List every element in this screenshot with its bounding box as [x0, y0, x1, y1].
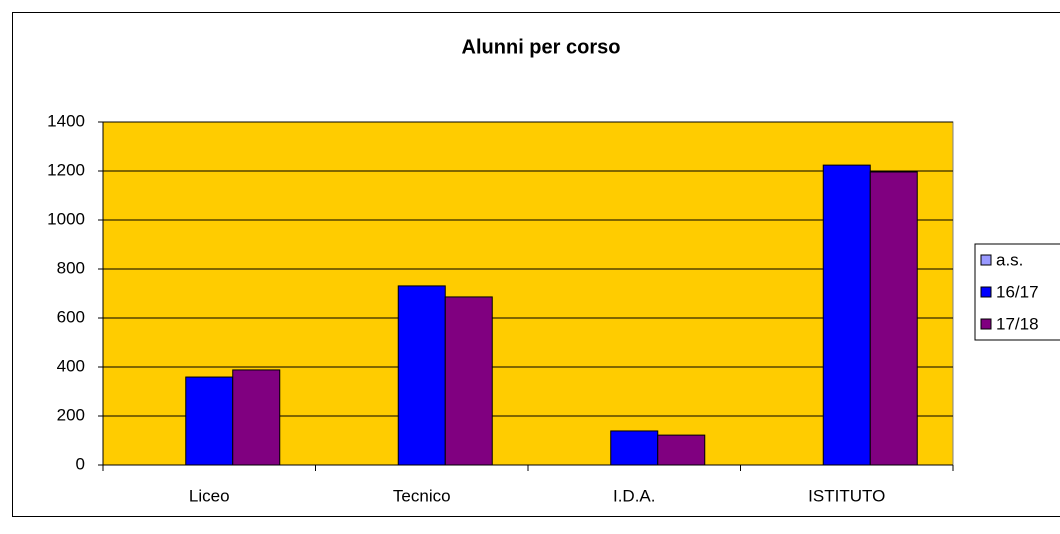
x-tick-label: Liceo: [189, 486, 230, 505]
legend-label: a.s.: [996, 250, 1023, 269]
bar: [398, 286, 445, 465]
x-tick-label: Tecnico: [393, 486, 451, 505]
chart-title: Alunni per corso: [462, 36, 621, 58]
x-tick-label: I.D.A.: [613, 486, 656, 505]
legend-swatch: [981, 255, 991, 265]
bar: [823, 165, 870, 465]
y-tick-label: 200: [57, 405, 85, 424]
legend-swatch: [981, 319, 991, 329]
y-tick-label: 1000: [47, 209, 85, 228]
bar: [445, 297, 492, 465]
bar: [611, 431, 658, 465]
legend-label: 17/18: [996, 314, 1039, 333]
bar: [186, 377, 233, 465]
y-tick-label: 0: [76, 454, 85, 473]
y-tick-label: 800: [57, 258, 85, 277]
y-tick-label: 400: [57, 356, 85, 375]
bar: [233, 370, 280, 465]
x-tick-label: ISTITUTO: [808, 486, 885, 505]
bar: [658, 435, 705, 465]
legend-label: 16/17: [996, 282, 1039, 301]
y-tick-label: 600: [57, 307, 85, 326]
bar: [870, 172, 917, 465]
y-tick-label: 1400: [47, 111, 85, 130]
y-tick-label: 1200: [47, 160, 85, 179]
legend-swatch: [981, 287, 991, 297]
